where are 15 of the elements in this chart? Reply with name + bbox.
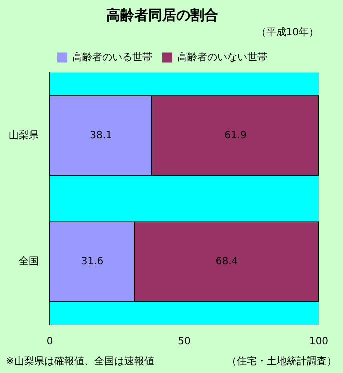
x-tick-label: 100 [309, 336, 329, 348]
data-label: 68.4 [216, 256, 238, 268]
data-label: 61.9 [224, 130, 247, 142]
legend-label: 高齢者のいる世帯 [72, 51, 152, 64]
text: ※山梨県は確報値、全国は速報値 [6, 356, 154, 368]
x-tick-label: 50 [178, 336, 191, 348]
data-label: 38.1 [90, 130, 112, 142]
x-tick-label: 0 [46, 336, 54, 348]
legend-label: 高齢者のいない世帯 [178, 51, 268, 64]
chart-title: 高齢者同居の割合 [106, 7, 218, 24]
chart-subtitle: （平成10年） [256, 26, 319, 38]
y-tick-label: 山梨県 [9, 129, 39, 142]
data-label: 31.6 [81, 256, 104, 268]
text: （住宅・土地統計調査） [227, 356, 337, 368]
y-tick-label: 全国 [19, 256, 39, 268]
